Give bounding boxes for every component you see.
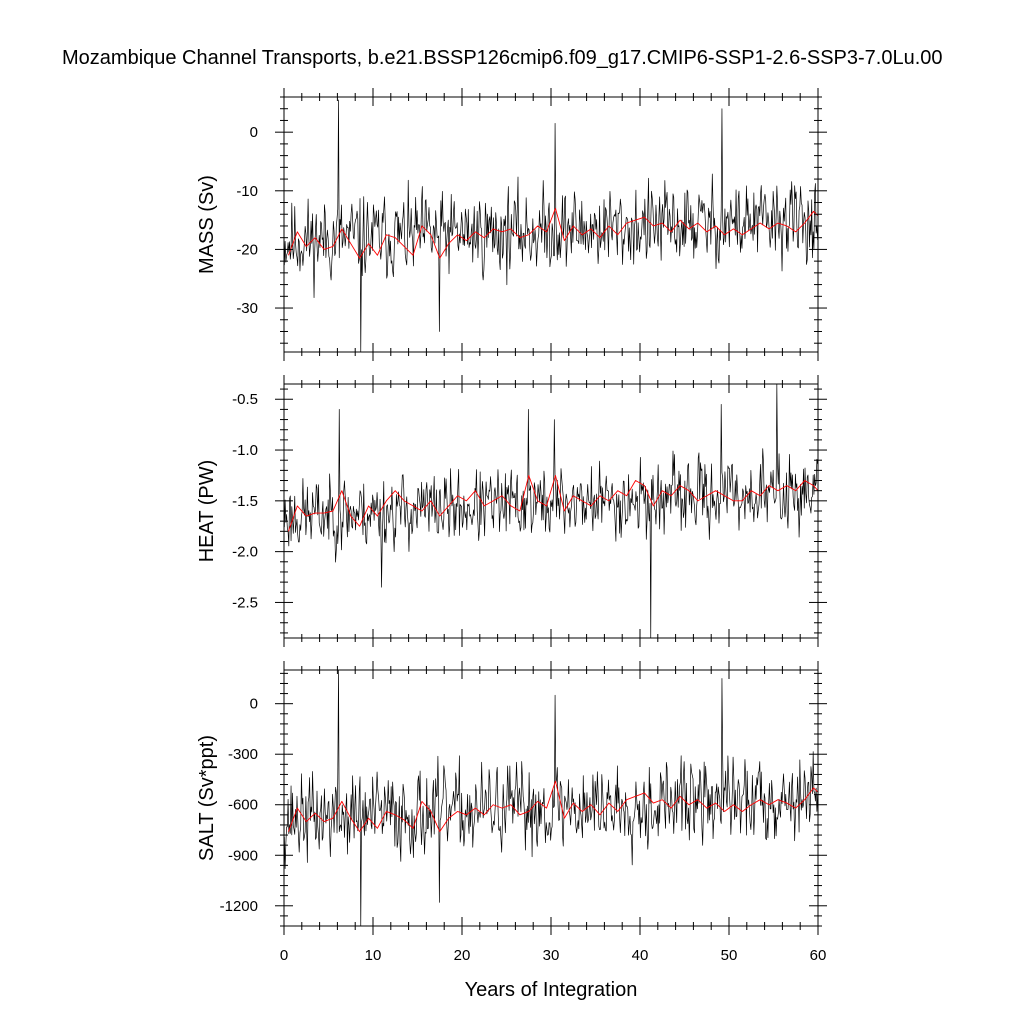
y-tick-label: -30	[236, 300, 258, 317]
x-tick-label: 50	[721, 947, 738, 964]
x-tick-label: 20	[454, 947, 471, 964]
monthly-series-line	[284, 384, 818, 638]
annual-mean-line	[288, 474, 818, 532]
x-tick-label: 60	[810, 947, 827, 964]
x-tick-label: 0	[280, 947, 288, 964]
y-tick-label: -1.5	[232, 493, 258, 510]
monthly-series-line	[284, 99, 818, 352]
x-axis-title: Years of Integration	[465, 979, 638, 1001]
plot-frame	[283, 669, 819, 927]
annual-mean-line	[288, 207, 818, 259]
y-axis-title: SALT (Sv*ppt)	[196, 735, 218, 861]
y-tick-label: -10	[236, 183, 258, 200]
y-tick-label: -300	[228, 746, 258, 763]
y-tick-label: -2.0	[232, 544, 258, 561]
y-tick-label: -1.0	[232, 442, 258, 459]
y-tick-label: -1200	[220, 898, 258, 915]
monthly-series-line	[284, 670, 818, 926]
panel-1: 0 -10 -20 -30 MASS (Sv)	[196, 88, 827, 361]
y-tick-label: -0.5	[232, 391, 258, 408]
y-tick-label: 0	[250, 696, 258, 713]
annual-mean-line	[288, 780, 818, 833]
figure-title: Mozambique Channel Transports, b.e21.BSS…	[62, 47, 943, 69]
y-tick-label: -20	[236, 241, 258, 258]
panel-2: -0.5 -1.0 -1.5 -2.0 -2.5 HEAT (PW)	[196, 375, 827, 647]
x-tick-label: 10	[365, 947, 382, 964]
y-tick-label: 0	[250, 124, 258, 141]
y-tick-label: -2.5	[232, 594, 258, 611]
panel-3: 0 -300 -600 -900 -1200 0 10 20 30 40 50 60 SALT (Sv*…	[196, 661, 827, 1001]
y-tick-label: -900	[228, 847, 258, 864]
x-tick-label: 30	[543, 947, 560, 964]
y-tick-label: -600	[228, 797, 258, 814]
y-axis-title: HEAT (PW)	[196, 460, 218, 563]
x-tick-label: 40	[632, 947, 649, 964]
y-axis-title: MASS (Sv)	[196, 175, 218, 274]
